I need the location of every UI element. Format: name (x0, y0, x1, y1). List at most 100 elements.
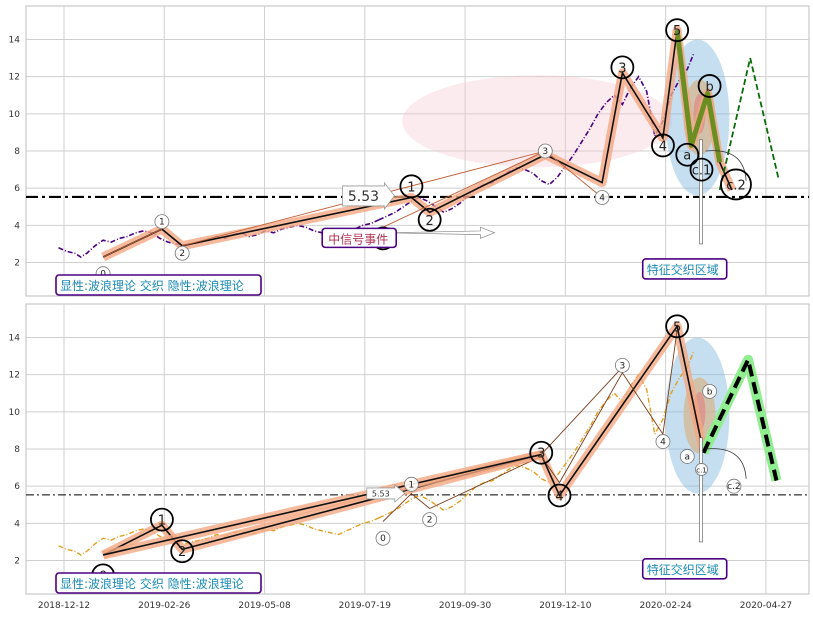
y-tick-label: 10 (9, 110, 21, 120)
wave-label: 1 (158, 514, 166, 529)
y-tick-label: 2 (14, 259, 20, 269)
forecast-line (701, 353, 779, 482)
bottom-chart-panel: 246810121401201234345abc.1c.25.53特征交织区域显… (9, 303, 810, 611)
wave-label-circle (675, 142, 700, 167)
wave-label: 2 (427, 516, 433, 526)
legend-label: 显性:波浪理论 交织 隐性:波浪理论 (60, 278, 244, 293)
region-label-box (641, 558, 728, 580)
wave-label-circle (610, 55, 635, 80)
legend-label: 显性:波浪理论 交织 隐性:波浪理论 (60, 576, 244, 591)
x-tick-label: 2020-02-24 (639, 601, 692, 611)
hline-value-callout (366, 484, 406, 503)
wave-label: c.1 (696, 466, 707, 474)
projection-pointer (699, 437, 703, 543)
price-series-line (58, 517, 380, 556)
wave-label: 2 (178, 545, 186, 560)
wave-label-circle (375, 530, 391, 546)
wave-label-circle (695, 463, 708, 476)
wave-label-circle (417, 207, 442, 232)
wave-label-circle (150, 507, 174, 532)
wave-label: b (707, 387, 713, 397)
region-label: 特征交织区域 (647, 562, 719, 577)
event-arrow (387, 226, 496, 239)
projection-arc (705, 150, 747, 181)
top-chart-panel: 246810121401212034345abc.1c.25.53中信号事件特征… (9, 5, 810, 297)
wave-label: 2 (179, 249, 185, 259)
fan-line (540, 366, 623, 455)
wave-label: 1 (409, 480, 415, 490)
trend-line (102, 453, 542, 556)
wave-label: 4 (599, 193, 605, 203)
wave-label-circle (702, 383, 718, 399)
wave-label-circle (726, 478, 742, 494)
y-tick-label: 10 (9, 408, 21, 418)
y-tick-label: 2 (14, 557, 20, 567)
wave-label-circle (422, 512, 438, 528)
wave-label-circle (154, 214, 170, 230)
x-tick-label: 2019-09-30 (439, 601, 492, 611)
wave-label: 2 (426, 214, 434, 229)
wave-label-circle (720, 168, 752, 201)
wave-label: c.2 (727, 482, 741, 492)
wave-label: c.1 (692, 164, 712, 179)
x-tick-label: 2018-12-12 (38, 601, 90, 611)
fan-line (382, 150, 546, 228)
y-tick-label: 14 (9, 333, 21, 343)
wave-label-circle (529, 440, 554, 465)
wave-label: 1 (407, 180, 415, 195)
y-tick-label: 6 (14, 184, 20, 194)
wave-label: 4 (659, 139, 667, 154)
wave-label: 3 (618, 61, 626, 76)
region-label: 特征交织区域 (647, 262, 719, 277)
x-tick-label: 2020-04-27 (740, 601, 792, 611)
y-tick-label: 4 (14, 221, 20, 231)
y-tick-label: 4 (14, 519, 20, 529)
wave-label-circle (537, 143, 553, 159)
wave-label-circle (170, 539, 195, 564)
wave-label: 3 (620, 361, 626, 371)
wave-label-circle (399, 174, 424, 199)
wave-label: 4 (555, 489, 563, 504)
legend-box (55, 274, 262, 296)
y-tick-label: 6 (14, 482, 20, 492)
wave-label: 5 (673, 320, 681, 335)
wave-label: b (705, 80, 713, 95)
y-tick-label: 14 (9, 35, 21, 45)
wave-label-circle (614, 357, 630, 373)
corrective-wave-line (674, 29, 723, 163)
wave-label: 4 (660, 438, 666, 448)
wave-label-circle (679, 449, 695, 464)
wave-label-circle (594, 190, 610, 205)
wave-label-circle (174, 245, 190, 261)
y-tick-label: 12 (9, 371, 20, 381)
wave-label: 3 (537, 447, 545, 462)
y-tick-label: 8 (14, 445, 20, 455)
x-tick-label: 2019-07-19 (339, 601, 392, 611)
wave-label-circle (547, 483, 572, 508)
wave-label: a (685, 452, 691, 462)
wave-label-circle (665, 314, 690, 339)
hline-value-label: 5.53 (372, 489, 390, 498)
y-tick-label: 8 (14, 147, 20, 157)
hline-value-callout (342, 181, 395, 211)
wave-label-circle (665, 18, 690, 43)
wave-label-circle (689, 157, 714, 182)
x-tick-label: 2019-12-10 (539, 601, 592, 611)
x-tick-label: 2019-02-26 (138, 601, 191, 611)
hline-value-label: 5.53 (348, 189, 379, 205)
wave-label-circle (404, 476, 419, 492)
wave-label: 1 (159, 218, 165, 228)
fan-line (545, 150, 603, 198)
wave-label: 5 (673, 24, 681, 39)
x-tick-label: 2019-05-08 (238, 601, 291, 611)
event-label-box (321, 227, 398, 249)
event-label: 中信号事件 (328, 231, 388, 246)
wave-label: 0 (380, 534, 386, 544)
wave-label: 3 (542, 147, 548, 157)
wave-label: c.2 (726, 178, 746, 193)
wave-label: a (683, 149, 691, 164)
region-label-box (641, 258, 728, 280)
fan-line (102, 228, 163, 258)
subwave-line (382, 329, 678, 522)
